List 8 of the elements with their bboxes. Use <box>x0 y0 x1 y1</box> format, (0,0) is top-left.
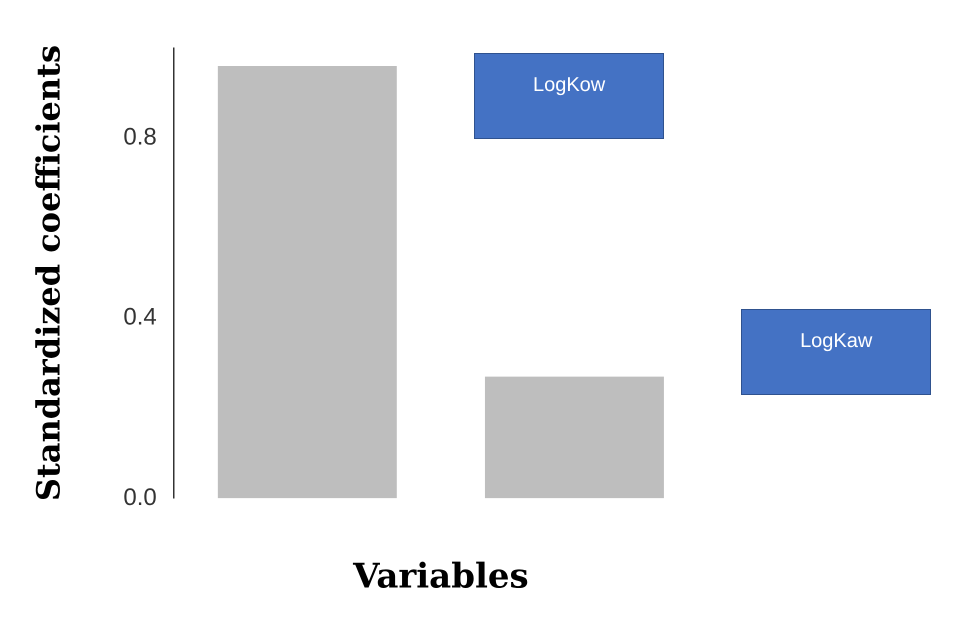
y-tick-label: 0.4 <box>123 304 157 331</box>
y-tick-label: 0.8 <box>123 124 157 151</box>
y-axis-title: Standardized coefficients <box>30 45 68 502</box>
y-tick-label: 0.0 <box>123 484 157 511</box>
x-axis-title: Variables <box>352 556 529 596</box>
annotation: LogKow <box>532 74 606 96</box>
label-box: LogKaw <box>741 308 932 395</box>
label-box: LogKow <box>474 53 664 139</box>
